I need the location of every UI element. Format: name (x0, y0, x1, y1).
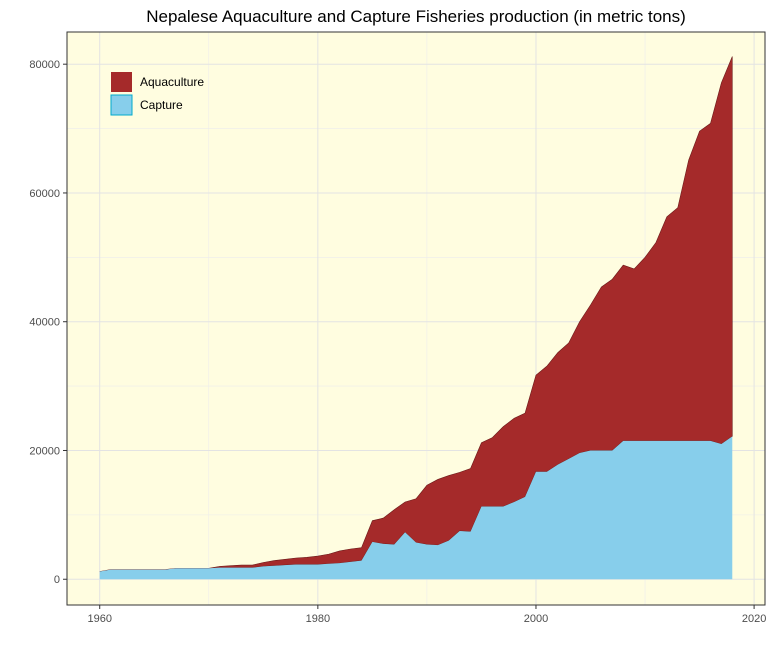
x-tick-label: 2020 (742, 613, 766, 625)
area-series (99, 56, 733, 580)
x-tick-label: 2000 (524, 613, 548, 625)
x-tick-label: 1960 (87, 613, 111, 625)
area-capture (99, 436, 733, 580)
legend: Aquaculture Capture (110, 72, 204, 116)
legend-label-capture: Capture (140, 98, 183, 112)
legend-key-capture (110, 94, 133, 116)
legend-label-aquaculture: Aquaculture (140, 75, 204, 89)
axes: 0 20000 40000 60000 80000 1960 1980 2000 2020 (29, 59, 766, 625)
y-tick-label: 80000 (29, 59, 60, 71)
chart-title: Nepalese Aquaculture and Capture Fisheri… (146, 7, 686, 26)
legend-key-aquaculture (111, 72, 132, 92)
y-tick-label: 60000 (29, 188, 60, 200)
y-tick-label: 20000 (29, 445, 60, 457)
y-tick-label: 0 (54, 574, 60, 586)
x-tick-label: 1980 (306, 613, 330, 625)
plot-border (66, 31, 766, 606)
y-tick-label: 40000 (29, 317, 60, 329)
